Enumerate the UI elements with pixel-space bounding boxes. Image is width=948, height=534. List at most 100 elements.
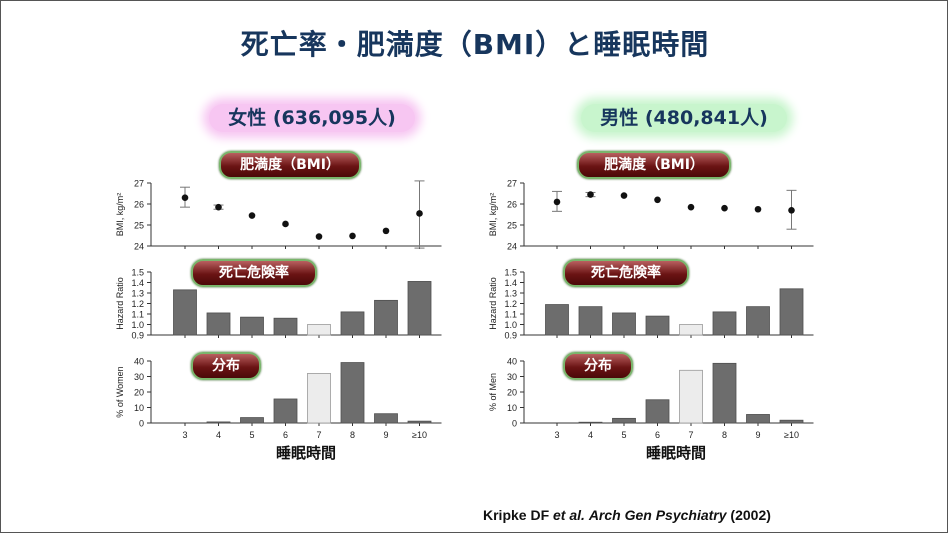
men-dist-xtick-label: 9 (755, 430, 760, 440)
women-dist-xtick-label: 8 (350, 430, 355, 440)
men-bmi-point (754, 205, 762, 213)
women-haz-ytick-label: 0.9 (131, 331, 144, 341)
men-dist-ytick-label: 20 (507, 388, 517, 398)
men-haz-bar (578, 306, 603, 336)
women-bmi-point (416, 210, 423, 217)
men-haz-bar (779, 288, 804, 336)
women-haz-bar (173, 289, 197, 336)
men-dist-ytick-label: 10 (507, 403, 517, 413)
men-dist-bar (612, 417, 636, 424)
women-bmi-point (215, 203, 222, 211)
women-haz-bar (374, 299, 398, 336)
men-bmi-ylabel: BMI, kg/m² (488, 193, 498, 237)
women-dist-xlabel: 睡眠時間 (276, 444, 336, 462)
women-dist-ytick-label: 20 (134, 388, 144, 398)
women-haz-bar (206, 312, 231, 336)
women-dist-bar (407, 420, 432, 424)
men-bmi-pill: 肥満度（BMI） (577, 151, 731, 179)
women-haz-ylabel: Hazard Ratio (115, 277, 125, 330)
women-haz-ytick-label: 1.1 (131, 310, 144, 320)
men-haz-ytick-label: 1.1 (504, 310, 517, 320)
citation-authors: Kripke DF (483, 507, 554, 523)
men-dist-xlabel: 睡眠時間 (646, 444, 706, 462)
men-haz-ytick-label: 1.0 (504, 320, 517, 330)
men-dist-bar (645, 399, 670, 424)
women-dist-ytick-label: 10 (134, 403, 144, 413)
men-haz-bar (545, 304, 569, 336)
men-bmi-point (587, 191, 594, 198)
men-bmi-point (721, 204, 728, 212)
citation-journal: Arch Gen Psychiatry (588, 507, 727, 523)
women-bmi-point (248, 212, 256, 219)
women-bmi-ylabel: BMI, kg/m² (115, 193, 125, 237)
women-dist-xtick-label: 9 (383, 430, 388, 440)
men-dist-ytick-label: 0 (512, 419, 517, 429)
women-dist-bar (374, 413, 398, 424)
women-dist-bar (240, 417, 264, 424)
men-dist-xtick-label: 4 (588, 430, 593, 440)
women-haz-bar (273, 317, 298, 336)
women-haz-bar (340, 311, 365, 336)
women-dist-xtick-label: 3 (182, 430, 187, 440)
women-haz-bar (307, 324, 331, 336)
women-bmi-point (181, 194, 189, 201)
women-hazard-pill: 死亡危険率 (191, 259, 317, 287)
women-dist-ytick-label: 40 (134, 357, 144, 367)
women-haz-ytick-label: 1.4 (131, 278, 144, 288)
men-dist-bar (578, 421, 603, 424)
men-haz-ytick-label: 1.4 (504, 278, 517, 288)
men-bmi-ytick-label: 25 (507, 221, 517, 231)
men-dist-xtick-label: 5 (621, 430, 626, 440)
men-dist-bar (746, 414, 770, 424)
women-bmi-ytick-label: 25 (134, 221, 144, 231)
women-bmi-point (382, 227, 390, 235)
women-bmi-point (315, 233, 323, 240)
women-bmi-pill: 肥満度（BMI） (219, 151, 361, 179)
men-bmi-point (654, 196, 661, 204)
men-dist-ytick-label: 40 (507, 357, 517, 367)
men-dist-ylabel: % of Men (488, 373, 498, 411)
women-dist-xtick-label: 5 (249, 430, 254, 440)
men-haz-bar (612, 312, 636, 336)
women-dist-ytick-label: 0 (139, 419, 144, 429)
women-dist-xtick-label: ≥10 (412, 430, 427, 440)
men-haz-bar (746, 306, 770, 336)
women-bmi-point (282, 220, 289, 228)
men-bmi-ytick-label: 24 (507, 242, 517, 252)
women-dist-bar (340, 362, 365, 424)
women-haz-ytick-label: 1.0 (131, 320, 144, 330)
women-haz-ytick-label: 1.5 (131, 268, 144, 278)
men-haz-ylabel: Hazard Ratio (488, 277, 498, 330)
men-dist-pill: 分布 (563, 352, 633, 380)
men-haz-bar (645, 315, 670, 336)
men-dist-xtick-label: ≥10 (784, 430, 799, 440)
women-dist-xtick-label: 6 (283, 430, 288, 440)
men-bmi-point (788, 207, 795, 214)
women-haz-ytick-label: 1.2 (131, 299, 144, 309)
women-dist-xtick-label: 7 (316, 430, 321, 440)
men-dist-bar (679, 369, 703, 424)
men-hazard-pill: 死亡危険率 (563, 259, 689, 287)
men-haz-ytick-label: 1.5 (504, 268, 517, 278)
women-dist-pill: 分布 (191, 352, 261, 380)
women-haz-bar (240, 316, 264, 336)
men-header: 男性 (480,841人) (581, 104, 787, 132)
women-bmi-point (349, 232, 356, 240)
women-header: 女性 (636,095人) (209, 104, 415, 132)
men-haz-bar (712, 311, 737, 336)
men-bmi-ytick-label: 26 (507, 200, 517, 210)
men-bmi-point (553, 198, 561, 206)
men-haz-ytick-label: 0.9 (504, 331, 517, 341)
women-dist-bar (307, 372, 331, 424)
women-haz-bar (407, 281, 432, 336)
men-dist-bar (779, 419, 804, 424)
citation: Kripke DF et al. Arch Gen Psychiatry (20… (483, 507, 771, 523)
men-dist-xtick-label: 8 (722, 430, 727, 440)
citation-year: (2002) (726, 507, 771, 523)
men-haz-ytick-label: 1.2 (504, 299, 517, 309)
slide-title: 死亡率・肥満度（BMI）と睡眠時間 (240, 28, 710, 61)
women-haz-ytick-label: 1.3 (131, 289, 144, 299)
men-bmi-point (620, 192, 628, 199)
